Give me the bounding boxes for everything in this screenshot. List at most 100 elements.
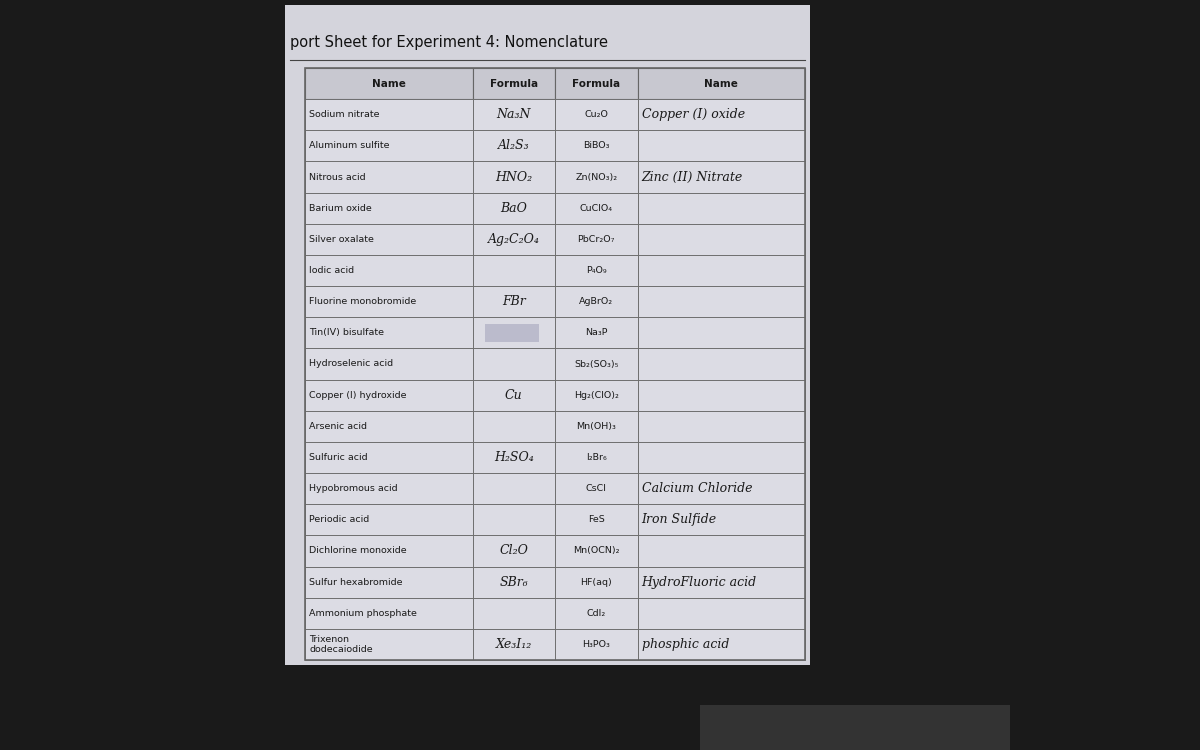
Bar xyxy=(305,442,473,473)
Bar xyxy=(485,325,539,341)
Bar xyxy=(305,317,473,349)
Bar xyxy=(473,566,554,598)
Bar xyxy=(473,411,554,442)
Text: Mn(OCN)₂: Mn(OCN)₂ xyxy=(574,547,619,556)
Text: Iron Sulfide: Iron Sulfide xyxy=(642,513,716,526)
Bar xyxy=(305,628,473,660)
Text: CsCl: CsCl xyxy=(586,484,607,494)
Bar xyxy=(554,224,637,255)
Bar xyxy=(637,349,805,380)
Bar xyxy=(700,705,1010,750)
Bar xyxy=(305,161,473,193)
Text: phosphic acid: phosphic acid xyxy=(642,638,728,651)
Bar xyxy=(637,536,805,566)
Bar xyxy=(554,504,637,536)
Bar xyxy=(473,628,554,660)
Bar xyxy=(305,566,473,598)
Bar xyxy=(637,130,805,161)
Text: Calcium Chloride: Calcium Chloride xyxy=(642,482,752,495)
Text: port Sheet for Experiment 4: Nomenclature: port Sheet for Experiment 4: Nomenclatur… xyxy=(290,34,608,50)
Text: Hydroselenic acid: Hydroselenic acid xyxy=(310,359,394,368)
Bar xyxy=(305,473,473,504)
Text: Periodic acid: Periodic acid xyxy=(310,515,370,524)
Bar xyxy=(637,255,805,286)
Bar xyxy=(473,473,554,504)
Bar xyxy=(473,224,554,255)
Bar xyxy=(554,317,637,349)
Bar xyxy=(473,286,554,317)
Bar xyxy=(305,68,473,99)
Text: Sulfur hexabromide: Sulfur hexabromide xyxy=(310,578,402,586)
Text: Tin(IV) bisulfate: Tin(IV) bisulfate xyxy=(310,328,384,338)
Text: Cl₂O: Cl₂O xyxy=(499,544,528,557)
Bar xyxy=(473,504,554,536)
Text: Cu: Cu xyxy=(505,388,522,402)
Bar xyxy=(554,349,637,380)
Bar xyxy=(286,5,810,665)
Text: Na₃P: Na₃P xyxy=(586,328,607,338)
Bar xyxy=(305,99,473,130)
Bar xyxy=(305,349,473,380)
Bar xyxy=(473,130,554,161)
Bar xyxy=(473,255,554,286)
Text: Sulfuric acid: Sulfuric acid xyxy=(310,453,367,462)
Bar xyxy=(473,349,554,380)
Bar xyxy=(305,380,473,411)
Text: Formula: Formula xyxy=(572,79,620,88)
Bar xyxy=(473,317,554,349)
Text: Al₂S₃: Al₂S₃ xyxy=(498,140,529,152)
Bar xyxy=(305,255,473,286)
Text: Name: Name xyxy=(704,79,738,88)
Bar xyxy=(305,286,473,317)
Text: H₂SO₄: H₂SO₄ xyxy=(494,451,534,464)
Bar xyxy=(473,536,554,566)
Text: Sb₂(SO₃)₅: Sb₂(SO₃)₅ xyxy=(574,359,618,368)
Text: BaO: BaO xyxy=(500,202,527,214)
Text: Dichlorine monoxide: Dichlorine monoxide xyxy=(310,547,407,556)
Text: Sodium nitrate: Sodium nitrate xyxy=(310,110,379,119)
Bar xyxy=(554,566,637,598)
Bar xyxy=(637,99,805,130)
Bar xyxy=(637,193,805,224)
Text: Ag₂C₂O₄: Ag₂C₂O₄ xyxy=(488,232,540,246)
Bar xyxy=(637,411,805,442)
Text: Ammonium phosphate: Ammonium phosphate xyxy=(310,609,416,618)
Text: P₄O₉: P₄O₉ xyxy=(586,266,606,275)
Text: HNO₂: HNO₂ xyxy=(496,170,533,184)
Text: H₃PO₃: H₃PO₃ xyxy=(582,640,610,649)
Text: Nitrous acid: Nitrous acid xyxy=(310,172,366,182)
Bar xyxy=(554,411,637,442)
Bar xyxy=(305,504,473,536)
Bar xyxy=(637,473,805,504)
Text: SBr₆: SBr₆ xyxy=(499,575,528,589)
Bar xyxy=(305,411,473,442)
Bar xyxy=(554,130,637,161)
Text: FBr: FBr xyxy=(502,296,526,308)
Text: HF(aq): HF(aq) xyxy=(581,578,612,586)
Bar xyxy=(473,68,554,99)
Bar xyxy=(637,68,805,99)
Text: CuClO₄: CuClO₄ xyxy=(580,204,613,213)
Bar xyxy=(554,598,637,628)
Text: CdI₂: CdI₂ xyxy=(587,609,606,618)
Bar xyxy=(637,566,805,598)
Bar xyxy=(554,161,637,193)
Bar xyxy=(554,380,637,411)
Bar xyxy=(473,442,554,473)
Bar xyxy=(554,99,637,130)
Text: Silver oxalate: Silver oxalate xyxy=(310,235,374,244)
Bar xyxy=(637,380,805,411)
Bar xyxy=(305,598,473,628)
Text: Hypobromous acid: Hypobromous acid xyxy=(310,484,397,494)
Bar xyxy=(554,536,637,566)
Bar xyxy=(305,68,805,660)
Bar xyxy=(473,99,554,130)
Bar xyxy=(554,193,637,224)
Bar xyxy=(305,130,473,161)
Text: HydroFluoric acid: HydroFluoric acid xyxy=(642,575,757,589)
Text: Mn(OH)₃: Mn(OH)₃ xyxy=(576,422,616,430)
Text: Barium oxide: Barium oxide xyxy=(310,204,372,213)
Text: I₂Br₆: I₂Br₆ xyxy=(586,453,607,462)
Text: Hg₂(ClO)₂: Hg₂(ClO)₂ xyxy=(574,391,619,400)
Text: Na₃N: Na₃N xyxy=(497,108,530,122)
